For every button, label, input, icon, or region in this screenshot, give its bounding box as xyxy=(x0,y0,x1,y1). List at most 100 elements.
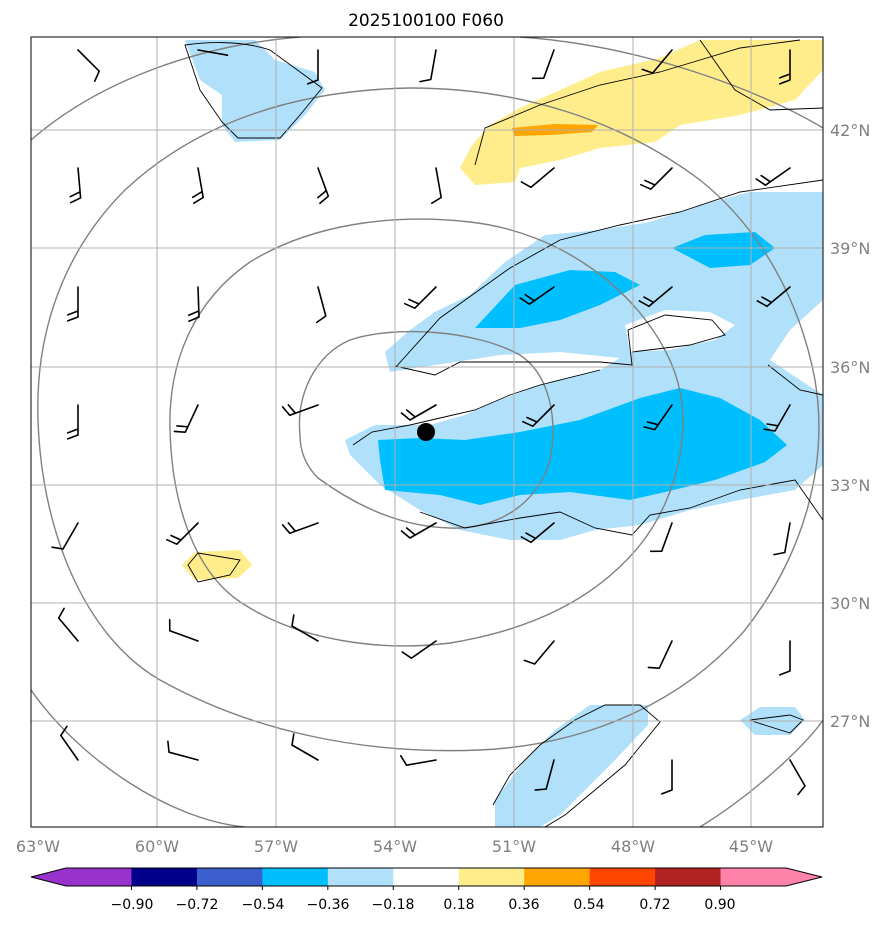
wind-barb xyxy=(404,286,437,309)
wind-barb xyxy=(69,167,82,204)
black-contours xyxy=(184,39,823,827)
wind-barb xyxy=(789,759,806,796)
colorbar-segment xyxy=(262,868,329,886)
wind-barb xyxy=(520,522,555,544)
map-frame xyxy=(30,36,824,828)
colorbar-segment xyxy=(655,868,722,886)
wind-barb xyxy=(638,286,673,308)
wind-barb xyxy=(660,759,673,795)
wind-barb xyxy=(401,640,437,659)
lat-label: 36°N xyxy=(830,358,870,377)
wind-barbs xyxy=(51,49,806,796)
wind-barb xyxy=(187,286,200,322)
wind-barb xyxy=(400,404,437,421)
wind-barb xyxy=(60,725,79,761)
wind-barb xyxy=(431,167,442,204)
colorbar-segment xyxy=(196,868,263,886)
wind-barb xyxy=(778,640,791,676)
longitude-labels: 63°W 60°W 57°W 54°W 51°W 48°W 45°W xyxy=(16,837,773,856)
wind-barb xyxy=(291,733,319,761)
graticule xyxy=(31,37,823,827)
gray-contours xyxy=(31,37,823,827)
wind-barb xyxy=(640,167,673,190)
colorbar-segment xyxy=(393,868,460,886)
map-area xyxy=(31,37,823,827)
wind-barb xyxy=(291,614,319,642)
black-contour-northeast xyxy=(474,39,823,166)
wind-barb xyxy=(649,522,673,553)
lat-label: 33°N xyxy=(830,476,870,495)
colorbar-tick-label: −0.90 xyxy=(111,897,154,913)
colorbar-tick-label: 0.90 xyxy=(704,897,735,913)
colorbar-segment xyxy=(327,868,394,886)
wind-barb xyxy=(306,49,319,85)
colorbar-outline xyxy=(30,867,823,887)
colorbar-tick-label: 0.36 xyxy=(508,897,539,913)
colorbar-tick-label: −0.36 xyxy=(307,897,350,913)
lat-label: 42°N xyxy=(830,121,870,140)
lon-label: 54°W xyxy=(373,837,417,856)
wind-barb xyxy=(778,49,791,85)
lon-label: 51°W xyxy=(492,837,536,856)
wind-barb xyxy=(168,618,199,642)
wind-barb xyxy=(519,286,555,305)
wind-barb xyxy=(522,404,555,427)
wind-barb xyxy=(647,640,673,669)
colorbar-segment xyxy=(65,868,132,886)
shade-blue-north-2 xyxy=(672,232,775,268)
wind-barb xyxy=(763,404,791,432)
gray-contour-ring-1 xyxy=(298,330,554,529)
colorbar-segment xyxy=(720,868,787,886)
black-contour-south xyxy=(419,479,823,536)
wind-barb xyxy=(197,49,229,56)
wind-barb xyxy=(641,49,673,74)
shade-blue-main xyxy=(378,388,787,505)
shade-yellow-west xyxy=(182,550,252,580)
shading-layer xyxy=(182,40,823,827)
lat-label: 39°N xyxy=(830,239,870,258)
colorbar-extend-high xyxy=(786,868,822,886)
wind-barb xyxy=(400,522,437,539)
wind-barb xyxy=(400,755,437,766)
black-contour-southeast xyxy=(492,704,661,827)
wind-barb xyxy=(756,286,791,308)
wind-barb xyxy=(773,522,791,556)
shade-light-blue-south xyxy=(495,705,648,827)
storm-center-marker xyxy=(417,423,435,441)
wind-barb xyxy=(66,404,79,440)
wind-barb xyxy=(317,167,330,205)
wind-barb xyxy=(173,404,199,433)
lon-label: 60°W xyxy=(135,837,179,856)
gray-contour-ring-3 xyxy=(37,87,820,752)
colorbar-tick-label: −0.54 xyxy=(242,897,285,913)
wind-barb xyxy=(419,49,437,83)
colorbar-segment xyxy=(458,868,525,886)
black-contour-north xyxy=(184,42,323,139)
latitude-labels: 42°N 39°N 36°N 33°N 30°N 27°N xyxy=(830,121,870,731)
colorbar-segment xyxy=(131,868,198,886)
map-title: 2025100100 F060 xyxy=(348,11,504,31)
wind-barb xyxy=(281,404,319,417)
wind-barb xyxy=(191,167,204,204)
colorbar-extend-low xyxy=(31,868,66,886)
colorbar-tick-label: −0.18 xyxy=(372,897,415,913)
wind-barb xyxy=(755,167,791,186)
wind-barb xyxy=(51,522,79,550)
wind-barb xyxy=(531,49,555,80)
black-contour-southeast-small xyxy=(749,714,804,734)
black-contour-inner xyxy=(394,314,726,376)
lon-label: 45°W xyxy=(729,837,773,856)
wind-barb xyxy=(167,740,199,761)
lat-label: 30°N xyxy=(830,594,870,613)
colorbar-tick-label: 0.54 xyxy=(573,897,604,913)
colorbar xyxy=(30,867,823,890)
wind-barb xyxy=(66,286,79,322)
wind-barb xyxy=(520,167,555,189)
wind-barb xyxy=(77,49,100,82)
shade-yellow-northeast xyxy=(460,40,823,185)
colorbar-segment xyxy=(589,868,656,886)
lon-label: 57°W xyxy=(254,837,298,856)
lat-label: 27°N xyxy=(830,712,870,731)
